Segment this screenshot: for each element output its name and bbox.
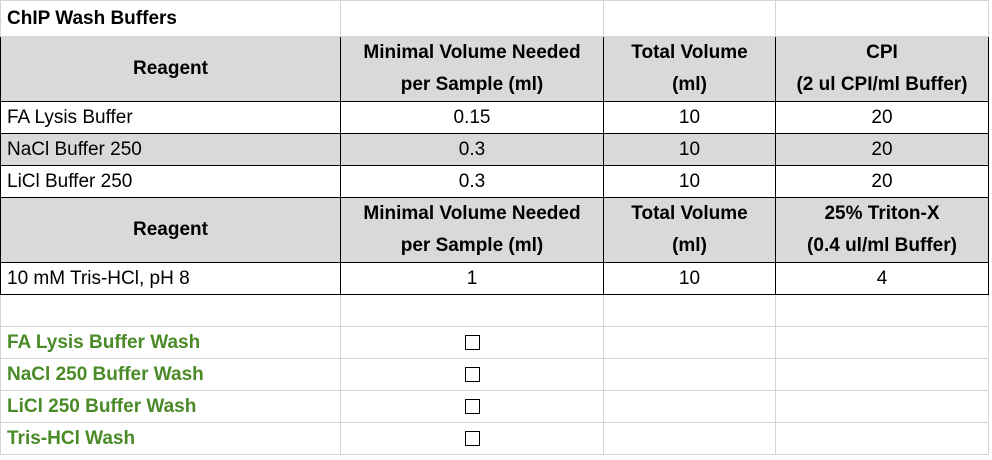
- checklist-row: FA Lysis Buffer Wash: [0, 326, 989, 359]
- table1-header-row: Reagent Minimal Volume Needed per Sample…: [0, 36, 989, 102]
- checklist-label[interactable]: Tris-HCl Wash: [0, 422, 341, 455]
- empty-cell[interactable]: [775, 326, 989, 359]
- header-total-volume-line1: Total Volume: [631, 42, 748, 63]
- header-triton[interactable]: 25% Triton-X (0.4 ul/ml Buffer): [775, 197, 989, 263]
- checkbox-icon[interactable]: [464, 367, 480, 383]
- cpi-cell[interactable]: 20: [775, 101, 989, 134]
- header-triton-line2: (0.4 ul/ml Buffer): [807, 235, 957, 256]
- empty-cell[interactable]: [775, 0, 989, 37]
- checklist-row: Tris-HCl Wash: [0, 422, 989, 455]
- header-total-volume-line2: (ml): [672, 74, 707, 95]
- min-volume-cell[interactable]: 1: [340, 262, 604, 295]
- total-volume-cell[interactable]: 10: [603, 165, 776, 198]
- header-cpi-line2: (2 ul CPI/ml Buffer): [796, 74, 968, 95]
- reagent-cell[interactable]: 10 mM Tris-HCl, pH 8: [0, 262, 341, 295]
- header-min-volume-line2: per Sample (ml): [400, 74, 544, 95]
- header-cpi-line1: CPI: [866, 42, 898, 63]
- min-volume-cell[interactable]: 0.3: [340, 133, 604, 166]
- header-total-volume[interactable]: Total Volume (ml): [603, 36, 776, 102]
- checklist-row: LiCl 250 Buffer Wash: [0, 390, 989, 423]
- empty-cell[interactable]: [340, 294, 604, 327]
- checklist-checkbox-cell[interactable]: [340, 358, 604, 391]
- checklist-label[interactable]: LiCl 250 Buffer Wash: [0, 390, 341, 423]
- empty-cell[interactable]: [775, 422, 989, 455]
- cpi-cell[interactable]: 20: [775, 133, 989, 166]
- empty-cell[interactable]: [775, 294, 989, 327]
- header-total-volume[interactable]: Total Volume (ml): [603, 197, 776, 263]
- header-total-volume-line2: (ml): [672, 235, 707, 256]
- header-cpi[interactable]: CPI (2 ul CPI/ml Buffer): [775, 36, 989, 102]
- total-volume-cell[interactable]: 10: [603, 101, 776, 134]
- checklist-checkbox-cell[interactable]: [340, 326, 604, 359]
- empty-cell[interactable]: [775, 358, 989, 391]
- table-row: NaCl Buffer 250 0.3 10 20: [0, 133, 989, 166]
- checkbox-icon[interactable]: [464, 431, 480, 447]
- checklist-checkbox-cell[interactable]: [340, 422, 604, 455]
- total-volume-cell[interactable]: 10: [603, 262, 776, 295]
- header-min-volume-line2: per Sample (ml): [400, 235, 544, 256]
- table2-header-row: Reagent Minimal Volume Needed per Sample…: [0, 197, 989, 263]
- empty-cell[interactable]: [603, 422, 776, 455]
- checklist-row: NaCl 250 Buffer Wash: [0, 358, 989, 391]
- table-row: 10 mM Tris-HCl, pH 8 1 10 4: [0, 262, 989, 295]
- reagent-cell[interactable]: FA Lysis Buffer: [0, 101, 341, 134]
- header-min-volume[interactable]: Minimal Volume Needed per Sample (ml): [340, 197, 604, 263]
- header-reagent[interactable]: Reagent: [0, 197, 341, 263]
- empty-cell[interactable]: [603, 0, 776, 37]
- reagent-cell[interactable]: LiCl Buffer 250: [0, 165, 341, 198]
- table-row: FA Lysis Buffer 0.15 10 20: [0, 101, 989, 134]
- empty-cell[interactable]: [603, 326, 776, 359]
- header-reagent[interactable]: Reagent: [0, 36, 341, 102]
- reagent-cell[interactable]: NaCl Buffer 250: [0, 133, 341, 166]
- empty-cell[interactable]: [0, 294, 341, 327]
- empty-cell[interactable]: [603, 358, 776, 391]
- table-row: LiCl Buffer 250 0.3 10 20: [0, 165, 989, 198]
- checklist-label[interactable]: NaCl 250 Buffer Wash: [0, 358, 341, 391]
- header-triton-line1: 25% Triton-X: [824, 203, 940, 224]
- empty-cell[interactable]: [603, 294, 776, 327]
- empty-cell[interactable]: [340, 0, 604, 37]
- checkbox-icon[interactable]: [464, 335, 480, 351]
- sheet-title[interactable]: ChIP Wash Buffers: [0, 0, 341, 37]
- min-volume-cell[interactable]: 0.15: [340, 101, 604, 134]
- header-total-volume-line1: Total Volume: [631, 203, 748, 224]
- header-min-volume-line1: Minimal Volume Needed: [363, 203, 581, 224]
- header-min-volume[interactable]: Minimal Volume Needed per Sample (ml): [340, 36, 604, 102]
- empty-cell[interactable]: [603, 390, 776, 423]
- cpi-cell[interactable]: 20: [775, 165, 989, 198]
- header-min-volume-line1: Minimal Volume Needed: [363, 42, 581, 63]
- checklist-checkbox-cell[interactable]: [340, 390, 604, 423]
- empty-cell[interactable]: [775, 390, 989, 423]
- checklist-label[interactable]: FA Lysis Buffer Wash: [0, 326, 341, 359]
- total-volume-cell[interactable]: 10: [603, 133, 776, 166]
- checkbox-icon[interactable]: [464, 399, 480, 415]
- min-volume-cell[interactable]: 0.3: [340, 165, 604, 198]
- triton-cell[interactable]: 4: [775, 262, 989, 295]
